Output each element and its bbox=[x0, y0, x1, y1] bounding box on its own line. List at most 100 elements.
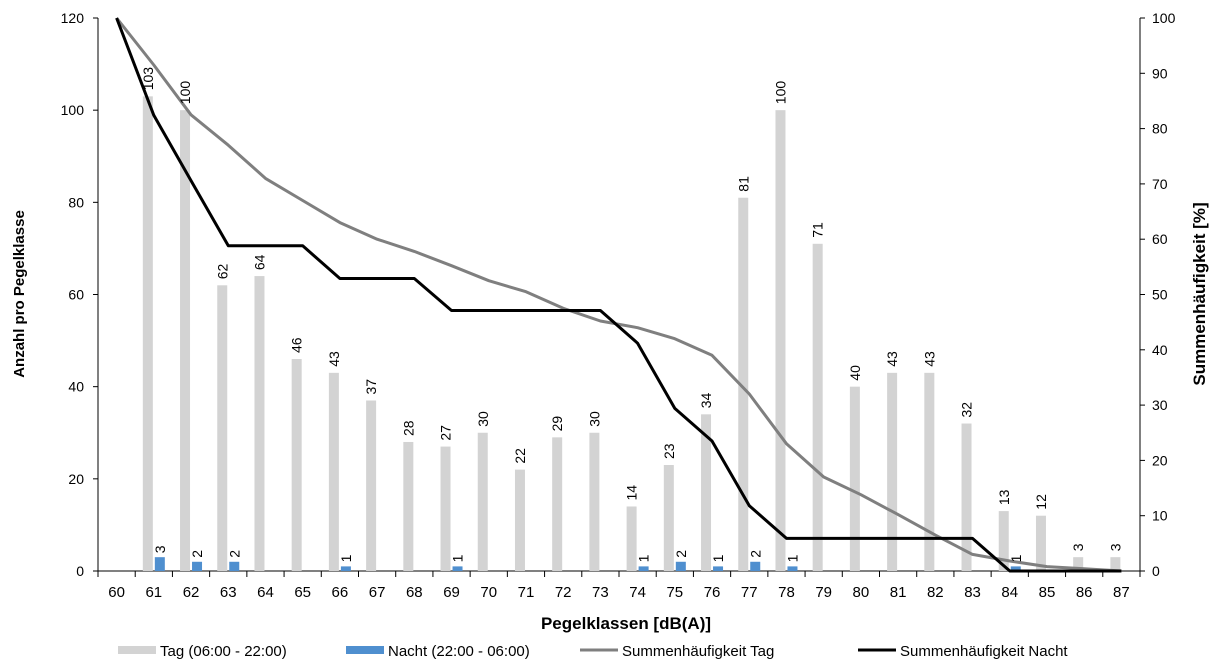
bar-tag bbox=[998, 511, 1009, 571]
legend-label-summe-nacht: Summenhäufigkeit Nacht bbox=[900, 643, 1068, 659]
data-label-tag: 13 bbox=[996, 489, 1012, 505]
bar-tag bbox=[738, 197, 749, 571]
x-tick-label: 68 bbox=[406, 584, 423, 601]
bar-tag bbox=[961, 423, 972, 571]
x-tick-label: 77 bbox=[741, 584, 758, 601]
data-label-nacht: 1 bbox=[785, 554, 801, 562]
bar-tag bbox=[775, 110, 786, 572]
x-tick-label: 83 bbox=[964, 584, 981, 601]
data-label-tag: 64 bbox=[252, 254, 268, 270]
data-label-tag: 3 bbox=[1070, 543, 1086, 551]
legend-label-nacht: Nacht (22:00 - 06:00) bbox=[388, 643, 530, 659]
data-label-tag: 46 bbox=[289, 337, 305, 353]
y2-tick-label: 50 bbox=[1152, 287, 1168, 303]
bar-tag bbox=[403, 441, 414, 571]
x-tick-label: 75 bbox=[666, 584, 683, 601]
x-tick-label: 78 bbox=[778, 584, 795, 601]
bar-tag bbox=[180, 110, 191, 572]
legend-swatch-tag bbox=[118, 646, 156, 654]
bar-tag bbox=[366, 400, 377, 571]
x-tick-label: 79 bbox=[815, 584, 832, 601]
data-label-nacht: 3 bbox=[152, 545, 168, 553]
bar-nacht bbox=[192, 561, 203, 571]
x-tick-label: 66 bbox=[332, 584, 349, 601]
bar-tag bbox=[477, 432, 488, 571]
x-tick-label: 73 bbox=[592, 584, 609, 601]
y-tick-label: 20 bbox=[68, 471, 84, 487]
x-tick-label: 81 bbox=[890, 584, 907, 601]
data-label-tag: 81 bbox=[735, 176, 751, 192]
y2-tick-label: 80 bbox=[1152, 121, 1168, 137]
x-tick-label: 62 bbox=[183, 584, 200, 601]
bar-tag bbox=[514, 469, 525, 571]
data-label-tag: 22 bbox=[512, 448, 528, 464]
data-label-tag: 62 bbox=[214, 264, 230, 280]
x-tick-label: 69 bbox=[443, 584, 460, 601]
data-label-nacht: 2 bbox=[226, 550, 242, 558]
data-label-tag: 103 bbox=[140, 67, 156, 91]
data-label-tag: 14 bbox=[624, 485, 640, 501]
y2-tick-label: 10 bbox=[1152, 508, 1168, 524]
data-label-tag: 37 bbox=[363, 379, 379, 395]
bar-tag bbox=[328, 372, 339, 571]
x-tick-label: 82 bbox=[927, 584, 944, 601]
bar-tag bbox=[217, 285, 228, 571]
data-label-tag: 29 bbox=[549, 416, 565, 432]
y2-tick-label: 0 bbox=[1152, 563, 1160, 579]
x-tick-label: 70 bbox=[480, 584, 497, 601]
x-tick-label: 84 bbox=[1001, 584, 1018, 601]
data-label-tag: 71 bbox=[810, 222, 826, 238]
data-label-tag: 100 bbox=[177, 81, 193, 105]
bar-tag bbox=[552, 437, 563, 571]
data-label-tag: 43 bbox=[921, 351, 937, 367]
y2-tick-label: 70 bbox=[1152, 176, 1168, 192]
bar-tag bbox=[701, 414, 712, 571]
x-tick-label: 85 bbox=[1039, 584, 1056, 601]
bar-tag bbox=[887, 372, 898, 571]
data-label-tag: 23 bbox=[661, 443, 677, 459]
data-label-tag: 34 bbox=[698, 393, 714, 409]
bar-tag bbox=[589, 432, 600, 571]
data-label-nacht: 2 bbox=[673, 550, 689, 558]
line-summenhaeufigkeit-nacht bbox=[115, 17, 1122, 573]
legend-item-summe-tag: Summenhäufigkeit Tag bbox=[580, 643, 774, 659]
y-tick-label: 120 bbox=[61, 10, 85, 26]
x-tick-label: 64 bbox=[257, 584, 274, 601]
bar-nacht bbox=[154, 557, 165, 571]
y2-tick-label: 90 bbox=[1152, 65, 1168, 81]
bar-nacht bbox=[787, 566, 798, 571]
y2-tick-label: 20 bbox=[1152, 452, 1168, 468]
data-label-nacht: 1 bbox=[710, 554, 726, 562]
legend-swatch-nacht bbox=[346, 646, 384, 654]
x-tick-label: 61 bbox=[145, 584, 162, 601]
bars bbox=[142, 96, 1121, 572]
bar-tag bbox=[1035, 515, 1046, 571]
y2-tick-label: 100 bbox=[1152, 10, 1176, 26]
bar-tag bbox=[1110, 557, 1121, 571]
legend-label-summe-tag: Summenhäufigkeit Tag bbox=[622, 643, 774, 659]
legend-item-tag: Tag (06:00 - 22:00) bbox=[118, 643, 287, 659]
legend: Tag (06:00 - 22:00) Nacht (22:00 - 06:00… bbox=[118, 643, 1068, 659]
x-tick-label: 87 bbox=[1113, 584, 1130, 601]
bar-tag bbox=[849, 386, 860, 571]
bar-nacht bbox=[1010, 566, 1021, 571]
x-tick-label: 60 bbox=[108, 584, 125, 601]
bar-nacht bbox=[750, 561, 761, 571]
y-tick-label: 0 bbox=[76, 563, 84, 579]
bar-tag bbox=[291, 359, 302, 571]
legend-item-summe-nacht: Summenhäufigkeit Nacht bbox=[858, 643, 1068, 659]
axes: 0 20 40 60 80 100 120 0 10 20 30 40 50 60 70 80 90 100 60 6… bbox=[61, 10, 1176, 601]
data-label-tag: 27 bbox=[438, 425, 454, 441]
legend-label-tag: Tag (06:00 - 22:00) bbox=[160, 643, 287, 659]
lines bbox=[115, 17, 1122, 573]
x-tick-label: 74 bbox=[629, 584, 646, 601]
data-label-nacht: 1 bbox=[636, 554, 652, 562]
data-label-tag: 43 bbox=[884, 351, 900, 367]
bar-tag bbox=[626, 506, 637, 571]
x-tick-label: 71 bbox=[518, 584, 535, 601]
line-summenhaeufigkeit-tag bbox=[115, 17, 1122, 573]
x-tick-label: 76 bbox=[704, 584, 721, 601]
data-label-nacht: 1 bbox=[450, 554, 466, 562]
